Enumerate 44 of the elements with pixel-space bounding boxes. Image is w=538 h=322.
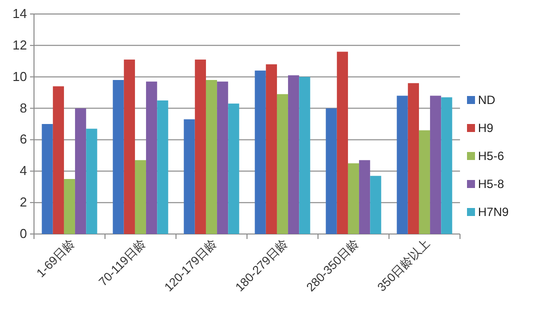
bar [266,64,277,234]
y-tick-label: 8 [20,100,27,116]
bar [184,119,195,234]
y-tick-label: 14 [12,6,27,21]
bar [124,60,135,234]
y-tick-label: 12 [12,37,27,52]
bar [217,82,228,234]
y-tick-label: 0 [20,226,27,241]
bar [288,75,300,234]
y-tick-label: 2 [20,194,27,210]
bar [112,80,124,234]
bar [336,52,348,234]
legend-label: H5-6 [478,149,504,163]
bar [134,160,146,234]
bar [157,100,168,234]
x-tick-label: 350日龄以上 [374,236,433,294]
bar [408,83,419,234]
bar [206,80,218,234]
legend-label: H7N9 [478,205,510,219]
bar [52,86,64,234]
legend-label: H9 [478,121,494,135]
bar [396,96,408,234]
bar [299,76,310,234]
bar [228,104,240,234]
bar [348,163,360,234]
legend-label: ND [478,93,496,107]
bar [418,130,430,234]
bar [86,128,98,234]
bar [326,108,337,234]
bar [64,179,76,234]
bar [42,124,53,234]
bar [370,176,382,234]
bar [430,96,442,234]
bar [194,60,206,234]
bar [146,82,158,234]
y-tick-label: 4 [20,163,27,178]
y-tick-label: 10 [12,68,27,84]
bar [254,70,266,234]
legend-label: H5-8 [478,177,504,191]
bar [359,160,370,234]
bar [441,97,452,234]
bar [75,108,86,234]
bar [276,94,288,234]
y-tick-label: 6 [20,132,27,147]
